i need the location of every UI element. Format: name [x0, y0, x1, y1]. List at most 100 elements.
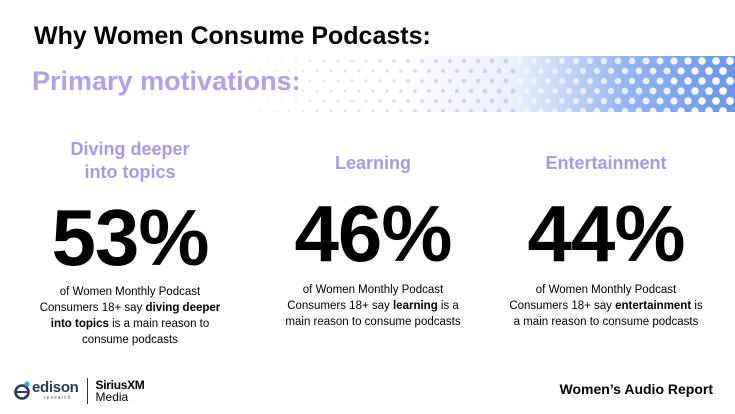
decorative-dot: [413, 69, 417, 73]
decorative-dot: [475, 98, 481, 104]
decorative-dot: [427, 109, 431, 112]
decorative-dot: [698, 97, 706, 105]
decorative-dot: [287, 69, 291, 73]
decorative-dot: [392, 79, 396, 83]
decorative-dot: [260, 110, 262, 112]
stat-description: of Women Monthly Podcast Consumers 18+ s…: [20, 284, 240, 348]
decorative-dot: [684, 97, 692, 105]
decorative-dot: [301, 89, 305, 93]
decorative-dot: [684, 57, 692, 65]
decorative-dot: [642, 97, 650, 105]
decorative-dot: [322, 99, 326, 103]
desc-line: Consumers 18+ say diving deeper: [20, 300, 240, 316]
decorative-dot: [496, 88, 502, 94]
decorative-dot: [371, 109, 375, 112]
decorative-dot: [399, 89, 403, 93]
decorative-dot: [684, 77, 692, 85]
decorative-dot: [552, 108, 558, 112]
decorative-dot: [607, 67, 615, 75]
decorative-dot: [420, 59, 424, 63]
stat-heading: Diving deeper into topics: [20, 138, 240, 186]
decorative-dot: [573, 58, 579, 64]
decorative-dot: [371, 89, 375, 93]
decorative-dot: [336, 79, 340, 83]
siriusxm-logo-subtext: Media: [95, 390, 129, 404]
decorative-dot: [482, 68, 488, 74]
decorative-dot: [315, 109, 319, 112]
decorative-dot: [336, 99, 340, 103]
decorative-dot: [378, 59, 382, 63]
decorative-dot: [552, 88, 558, 94]
stat-heading: Entertainment: [545, 153, 667, 173]
decorative-dot: [628, 57, 636, 65]
decorative-dot: [343, 89, 347, 93]
edison-logo-subtext: research: [44, 395, 72, 401]
decorative-dot: [580, 68, 586, 74]
desc-text: Consumers 18+ say: [287, 300, 393, 312]
decorative-dot: [663, 87, 671, 95]
decorative-dot: [364, 59, 368, 63]
decorative-dot: [545, 58, 551, 64]
stat-value: 46%: [294, 189, 452, 278]
decorative-dot: [294, 79, 298, 83]
stat-heading-line: Diving deeper: [70, 139, 190, 159]
decorative-dot: [670, 97, 678, 105]
decorative-dot: [406, 79, 410, 83]
desc-text: Consumers 18+ say: [509, 300, 616, 312]
decorative-dot: [628, 97, 636, 105]
decorative-dot: [267, 80, 269, 82]
decorative-dot: [357, 109, 361, 112]
decorative-dot: [496, 108, 502, 112]
decorative-dot: [614, 97, 622, 105]
stat-column-entertainment: Entertainment 44% of Women Monthly Podca…: [496, 138, 716, 330]
decorative-dot: [524, 108, 530, 112]
edison-e-logo-icon: [14, 381, 30, 400]
decorative-dot: [642, 77, 650, 85]
decorative-dot: [635, 87, 643, 95]
decorative-dot: [489, 98, 495, 104]
desc-bold-text: diving deeper: [145, 302, 221, 314]
decorative-dot: [378, 79, 382, 83]
decorative-dot: [580, 88, 586, 94]
decorative-dot: [253, 80, 255, 82]
decorative-dot: [524, 88, 530, 94]
decorative-dot: [280, 59, 284, 63]
decorative-dot: [607, 87, 615, 95]
decorative-dot: [468, 88, 474, 94]
decorative-dot: [712, 97, 720, 105]
decorative-dot: [482, 88, 488, 94]
desc-bold-text: into topics: [50, 318, 109, 330]
decorative-dot: [461, 98, 467, 104]
decorative-dot: [580, 108, 586, 112]
decorative-dot: [440, 68, 446, 74]
decorative-dot: [614, 57, 622, 65]
decorative-dot: [538, 88, 544, 94]
decorative-dot: [461, 58, 467, 64]
decorative-dot: [350, 99, 354, 103]
stat-column-diving-deeper: Diving deeper into topics 53% of Women M…: [20, 138, 240, 348]
decorative-dot: [712, 57, 720, 65]
stat-description: of Women Monthly Podcast Consumers 18+ s…: [496, 282, 716, 330]
desc-line: of Women Monthly Podcast: [302, 284, 444, 296]
decorative-dot: [670, 57, 678, 65]
desc-line: a main reason to consume podcasts: [513, 316, 699, 328]
decorative-dot: [454, 88, 460, 94]
decorative-dot: [427, 89, 431, 93]
decorative-dot: [503, 78, 509, 84]
decorative-dot: [726, 57, 734, 65]
decorative-dot: [545, 78, 551, 84]
decorative-dot: [677, 67, 685, 75]
decorative-dot: [475, 58, 481, 64]
decorative-dot: [538, 68, 544, 74]
stat-column-learning: Learning 46% of Women Monthly Podcast Co…: [263, 138, 483, 330]
decorative-dot: [656, 97, 664, 105]
decorative-dot: [287, 89, 291, 93]
decorative-dot: [329, 69, 333, 73]
decorative-dot: [253, 100, 255, 102]
decorative-dot: [524, 68, 530, 74]
decorative-dot: [343, 109, 347, 112]
desc-line: main reason to consume podcasts: [285, 316, 461, 328]
stat-heading-line: into topics: [84, 162, 176, 182]
decorative-dot: [280, 99, 284, 103]
decorative-dot: [468, 108, 474, 112]
